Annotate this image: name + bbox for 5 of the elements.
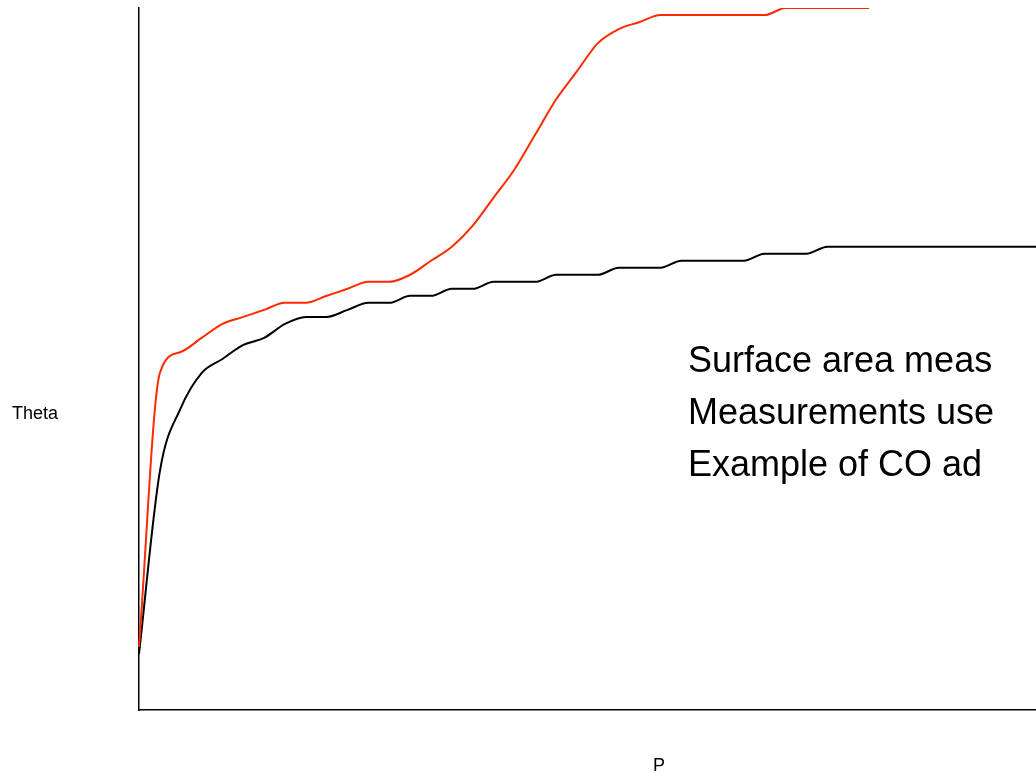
annotation: Measurements use: [688, 390, 995, 432]
annotation: Example of CO ad: [688, 442, 983, 484]
y-axis-title: Theta: [12, 402, 60, 423]
annotation: Surface area meas: [688, 338, 993, 380]
x-axis-title: P: [652, 754, 666, 775]
